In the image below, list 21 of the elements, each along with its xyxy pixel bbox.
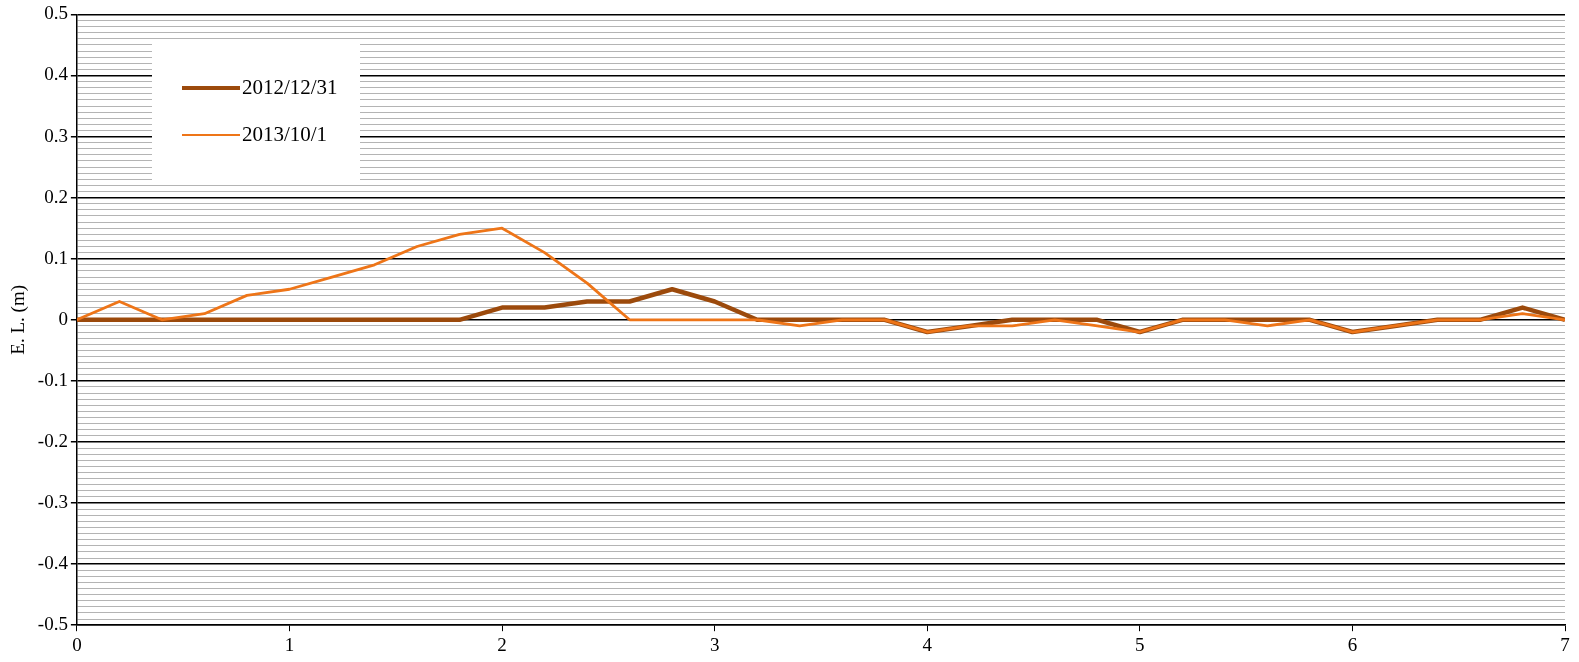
x-tick-label: 6 [1347,633,1358,655]
y-tick-label: 0.5 [44,2,68,24]
x-tick-label: 1 [284,633,295,655]
x-tick-label: 5 [1135,633,1145,655]
y-tick-label: 0.1 [44,246,68,268]
y-tick-label: -0.2 [37,429,68,451]
y-tick-label: -0.1 [37,368,68,390]
y-tick-label: 0.3 [44,124,68,146]
y-tick-label: 0.4 [44,63,69,85]
y-tick-label: -0.5 [37,613,68,635]
x-tick-label: 2 [497,633,507,655]
legend-label: 2013/10/1 [241,122,328,148]
x-tick-label: 3 [709,633,720,655]
y-tick-label: 0 [58,307,68,329]
y-tick-label: -0.4 [37,552,69,574]
y-tick-label: 0.2 [44,185,68,207]
legend-label: 2012/12/31 [241,75,338,101]
y-axis-title: E. L. (m) [7,284,30,355]
x-tick-label: 4 [922,633,933,655]
y-tick-label: -0.3 [37,491,68,513]
x-tick-label: 7 [1560,633,1570,655]
